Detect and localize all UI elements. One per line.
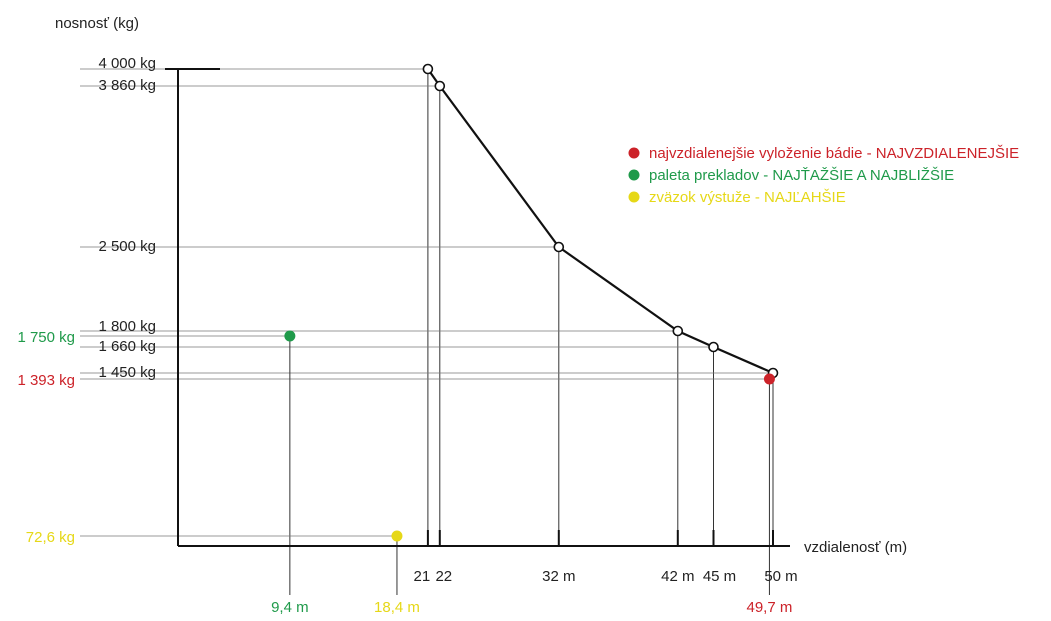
pallet-legend-marker (628, 169, 640, 181)
x-tick-label: 21 (414, 568, 431, 585)
y-tick-label: 1 800 kg (98, 318, 156, 335)
x-tick-label: 45 m (703, 568, 736, 585)
rebar-y-label: 72,6 kg (26, 529, 75, 546)
pallet-load-point (284, 330, 296, 342)
y-tick-label: 1 450 kg (98, 364, 156, 381)
axes: nosnosť (kg) vzdialenosť (m) (55, 15, 907, 556)
x-tick-label: 42 m (661, 568, 694, 585)
y-tick-label: 3 860 kg (98, 77, 156, 94)
load-curve (426, 68, 774, 375)
basket-x-label: 49,7 m (747, 599, 793, 616)
data-points (284, 63, 779, 542)
x-tick-label: 22 (435, 568, 452, 585)
rebar-load-point (391, 530, 403, 542)
x-axis-title: vzdialenosť (m) (804, 539, 907, 556)
load-curve-line (426, 68, 774, 375)
guide-lines (80, 68, 774, 595)
pallet-x-label: 9,4 m (271, 599, 309, 616)
basket-load-point (763, 373, 775, 385)
pallet-legend-text: paleta prekladov - NAJŤAŽŠIE A NAJBLIŽŠI… (649, 167, 954, 184)
curve-point (553, 241, 565, 253)
basket-y-label: 1 393 kg (17, 372, 75, 389)
y-tick-label: 4 000 kg (98, 55, 156, 72)
basket-legend-marker (628, 147, 640, 159)
curve-point (422, 63, 434, 75)
curve-point (434, 80, 446, 92)
rebar-legend-text: zväzok výstuže - NAJĽAHŠIE (649, 189, 846, 206)
curve-point (672, 325, 684, 337)
y-tick-label: 1 660 kg (98, 338, 156, 355)
basket-legend-text: najvzdialenejšie vyloženie bádie - NAJVZ… (649, 145, 1019, 162)
rebar-legend-marker (628, 191, 640, 203)
x-tick-label: 50 m (764, 568, 797, 585)
y-tick-label: 2 500 kg (98, 238, 156, 255)
y-axis-title: nosnosť (kg) (55, 15, 139, 32)
legend: najvzdialenejšie vyloženie bádie - NAJVZ… (628, 145, 1019, 206)
labels: 4 000 kg 3 860 kg 2 500 kg 1 800 kg 1 660 kg… (17, 55, 797, 616)
x-tick-label: 32 m (542, 568, 575, 585)
rebar-x-label: 18,4 m (374, 599, 420, 616)
pallet-y-label: 1 750 kg (17, 329, 75, 346)
curve-point (708, 341, 719, 353)
